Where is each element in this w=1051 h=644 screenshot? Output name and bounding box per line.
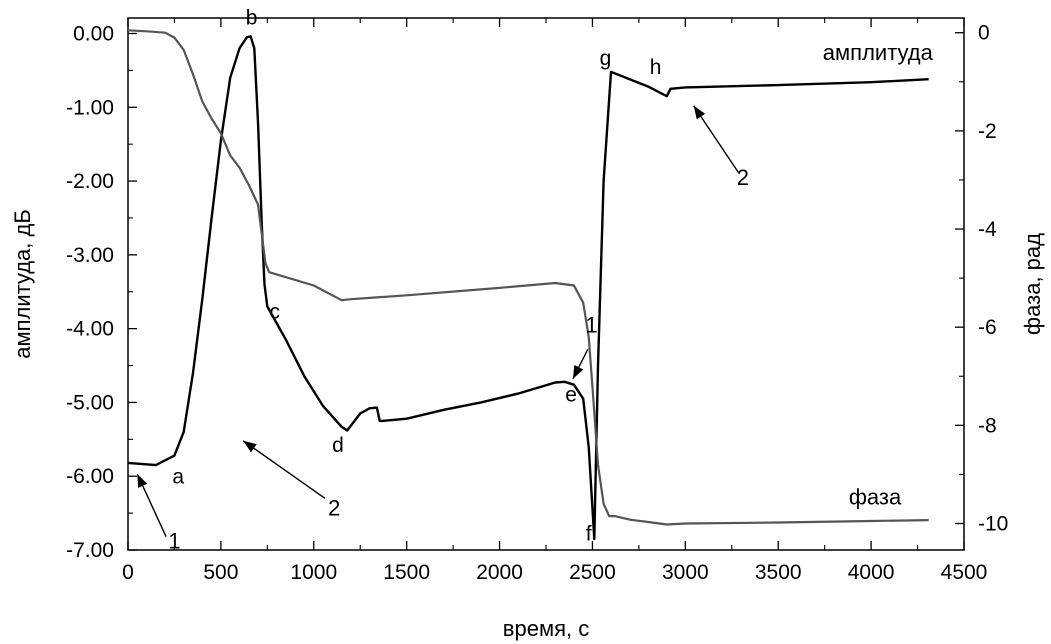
y-left-tick-label: 0.00 — [73, 22, 114, 45]
point-label-c: c — [270, 300, 281, 323]
y-right-tick-label: -10 — [978, 512, 1008, 535]
x-tick-label: 0 — [122, 561, 134, 584]
x-tick-label: 2500 — [569, 561, 616, 584]
y-right-tick-label: -6 — [978, 316, 997, 339]
annotation-number: 2 — [737, 165, 749, 190]
series-line-phase — [127, 29, 929, 526]
x-tick-label: 3500 — [755, 561, 802, 584]
point-label-e: e — [565, 384, 577, 407]
x-tick-label: 2000 — [476, 561, 523, 584]
labels-layer: a b c d e f g h амплитуда фаза 1 2 1 2 — [136, 7, 934, 554]
point-label-a: a — [172, 466, 184, 489]
y-right-tick-label: -2 — [978, 120, 997, 143]
y-left-tick-label: -3.00 — [66, 244, 114, 267]
point-label-g: g — [600, 47, 612, 70]
annotation-number: 2 — [328, 495, 340, 520]
series-label: амплитуда — [823, 40, 934, 65]
annotation-arrow — [242, 440, 326, 499]
series-line-amplitude — [127, 35, 929, 541]
point-label-b: b — [246, 7, 258, 30]
annotation-arrowhead — [693, 105, 706, 120]
y-left-tick-label: -5.00 — [66, 391, 114, 414]
x-tick-label: 1000 — [290, 561, 337, 584]
y-left-axis-title: амплитуда, дБ — [10, 209, 35, 359]
y-left-tick-label: -4.00 — [66, 318, 114, 341]
point-label-d: d — [332, 434, 344, 457]
y-right-tick-label: -4 — [978, 218, 997, 241]
y-left-tick-label: -7.00 — [66, 539, 114, 562]
y-left-tick-label: -2.00 — [66, 170, 114, 193]
y-right-tick-label: 0 — [978, 22, 990, 45]
x-tick-label: 1500 — [383, 561, 430, 584]
point-label-f: f — [586, 522, 592, 545]
annotation-number: 1 — [168, 529, 180, 554]
x-tick-label: 500 — [203, 561, 238, 584]
y-right-axis-title: фаза, рад — [1020, 233, 1045, 335]
axes: 0 500 1000 1500 2000 2500 3000 3500 4000 4500 0.00… — [10, 17, 1045, 641]
annotation-arrowhead — [572, 364, 584, 379]
x-tick-label: 4000 — [848, 561, 895, 584]
annotation-arrowhead — [137, 474, 148, 488]
series-label: фаза — [849, 484, 902, 509]
annotation-arrowhead — [243, 440, 257, 453]
y-left-tick-label: -1.00 — [66, 96, 114, 119]
series-layer — [127, 29, 929, 541]
y-right-tick-label: -8 — [978, 414, 997, 437]
annotation-number: 1 — [585, 312, 597, 337]
x-tick-label: 4500 — [941, 561, 988, 584]
annotation-arrow — [693, 105, 739, 173]
x-axis-title: время, с — [503, 616, 589, 641]
x-tick-label: 3000 — [662, 561, 709, 584]
point-label-h: h — [650, 56, 662, 79]
y-left-tick-label: -6.00 — [66, 465, 114, 488]
